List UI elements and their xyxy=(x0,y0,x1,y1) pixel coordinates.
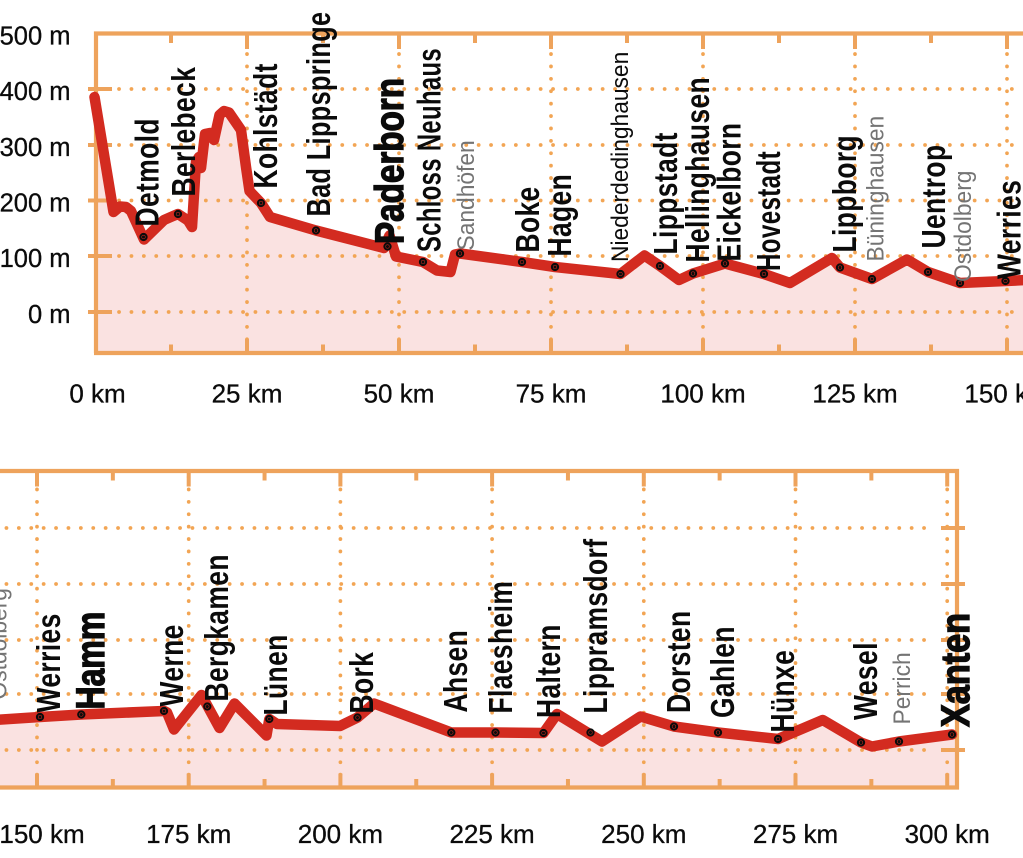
svg-text:Haltern: Haltern xyxy=(531,624,567,718)
svg-text:Bergkamen: Bergkamen xyxy=(199,554,235,701)
svg-text:100 km: 100 km xyxy=(660,379,745,409)
svg-text:Gahlen: Gahlen xyxy=(705,626,741,718)
svg-text:Ostdolberg: Ostdolberg xyxy=(949,171,976,282)
svg-text:Ahsen: Ahsen xyxy=(438,630,474,713)
svg-text:Lippstadt: Lippstadt xyxy=(648,132,684,254)
svg-text:Lippborg: Lippborg xyxy=(827,135,863,253)
svg-text:Ostdolberg: Ostdolberg xyxy=(0,588,12,699)
svg-text:Büninghausen: Büninghausen xyxy=(862,116,889,262)
svg-text:Paderborn: Paderborn xyxy=(367,78,412,244)
svg-text:Hagen: Hagen xyxy=(542,174,578,257)
svg-text:150 km: 150 km xyxy=(964,379,1023,409)
svg-text:300 m: 300 m xyxy=(0,134,71,162)
svg-text:175 km: 175 km xyxy=(146,819,231,849)
svg-text:Hellinghausen: Hellinghausen xyxy=(680,77,716,263)
svg-text:Wesel: Wesel xyxy=(848,642,884,720)
svg-text:Detmold: Detmold xyxy=(130,118,166,226)
svg-text:Sandhöfen: Sandhöfen xyxy=(452,140,479,250)
svg-text:500 m: 500 m xyxy=(0,23,71,51)
svg-text:Lippramsdorf: Lippramsdorf xyxy=(578,539,614,714)
svg-text:Boke: Boke xyxy=(510,186,546,252)
svg-text:Werries: Werries xyxy=(992,180,1023,279)
svg-text:Xanten: Xanten xyxy=(933,613,978,727)
svg-text:Hamm: Hamm xyxy=(68,612,113,710)
svg-text:225 km: 225 km xyxy=(449,819,534,849)
svg-text:Berlebeck: Berlebeck xyxy=(166,67,202,197)
svg-text:0 m: 0 m xyxy=(28,301,71,329)
svg-text:Niederdedinghausen: Niederdedinghausen xyxy=(606,52,633,262)
svg-text:Werne: Werne xyxy=(154,624,190,706)
svg-text:200 km: 200 km xyxy=(298,819,383,849)
svg-text:Perrich: Perrich xyxy=(888,652,915,724)
svg-text:Dorsten: Dorsten xyxy=(661,610,697,713)
svg-text:Bad Lippspringe: Bad Lippspringe xyxy=(301,12,337,217)
svg-text:400 m: 400 m xyxy=(0,78,71,106)
svg-text:50 km: 50 km xyxy=(364,379,435,409)
svg-text:275 km: 275 km xyxy=(753,819,838,849)
svg-text:Bork: Bork xyxy=(344,652,380,714)
svg-text:Lünen: Lünen xyxy=(258,634,294,715)
svg-text:Flaesheim: Flaesheim xyxy=(483,581,519,714)
svg-text:Werries: Werries xyxy=(31,613,67,712)
svg-text:Kohlstädt: Kohlstädt xyxy=(248,63,284,188)
svg-text:250 km: 250 km xyxy=(601,819,686,849)
svg-text:Hovestadt: Hovestadt xyxy=(751,151,787,271)
svg-text:150 km: 150 km xyxy=(0,819,85,849)
svg-text:Hünxe: Hünxe xyxy=(765,650,801,733)
svg-text:Schloss Neuhaus: Schloss Neuhaus xyxy=(412,48,448,252)
svg-text:0 km: 0 km xyxy=(69,379,125,409)
svg-text:25 km: 25 km xyxy=(212,379,283,409)
svg-text:Uentrop: Uentrop xyxy=(916,145,952,249)
svg-text:125 km: 125 km xyxy=(812,379,897,409)
svg-text:75 km: 75 km xyxy=(516,379,587,409)
svg-text:Eickelborn: Eickelborn xyxy=(712,123,748,262)
svg-text:300 km: 300 km xyxy=(905,819,990,849)
svg-text:200 m: 200 m xyxy=(0,190,71,218)
svg-text:100 m: 100 m xyxy=(0,245,71,273)
